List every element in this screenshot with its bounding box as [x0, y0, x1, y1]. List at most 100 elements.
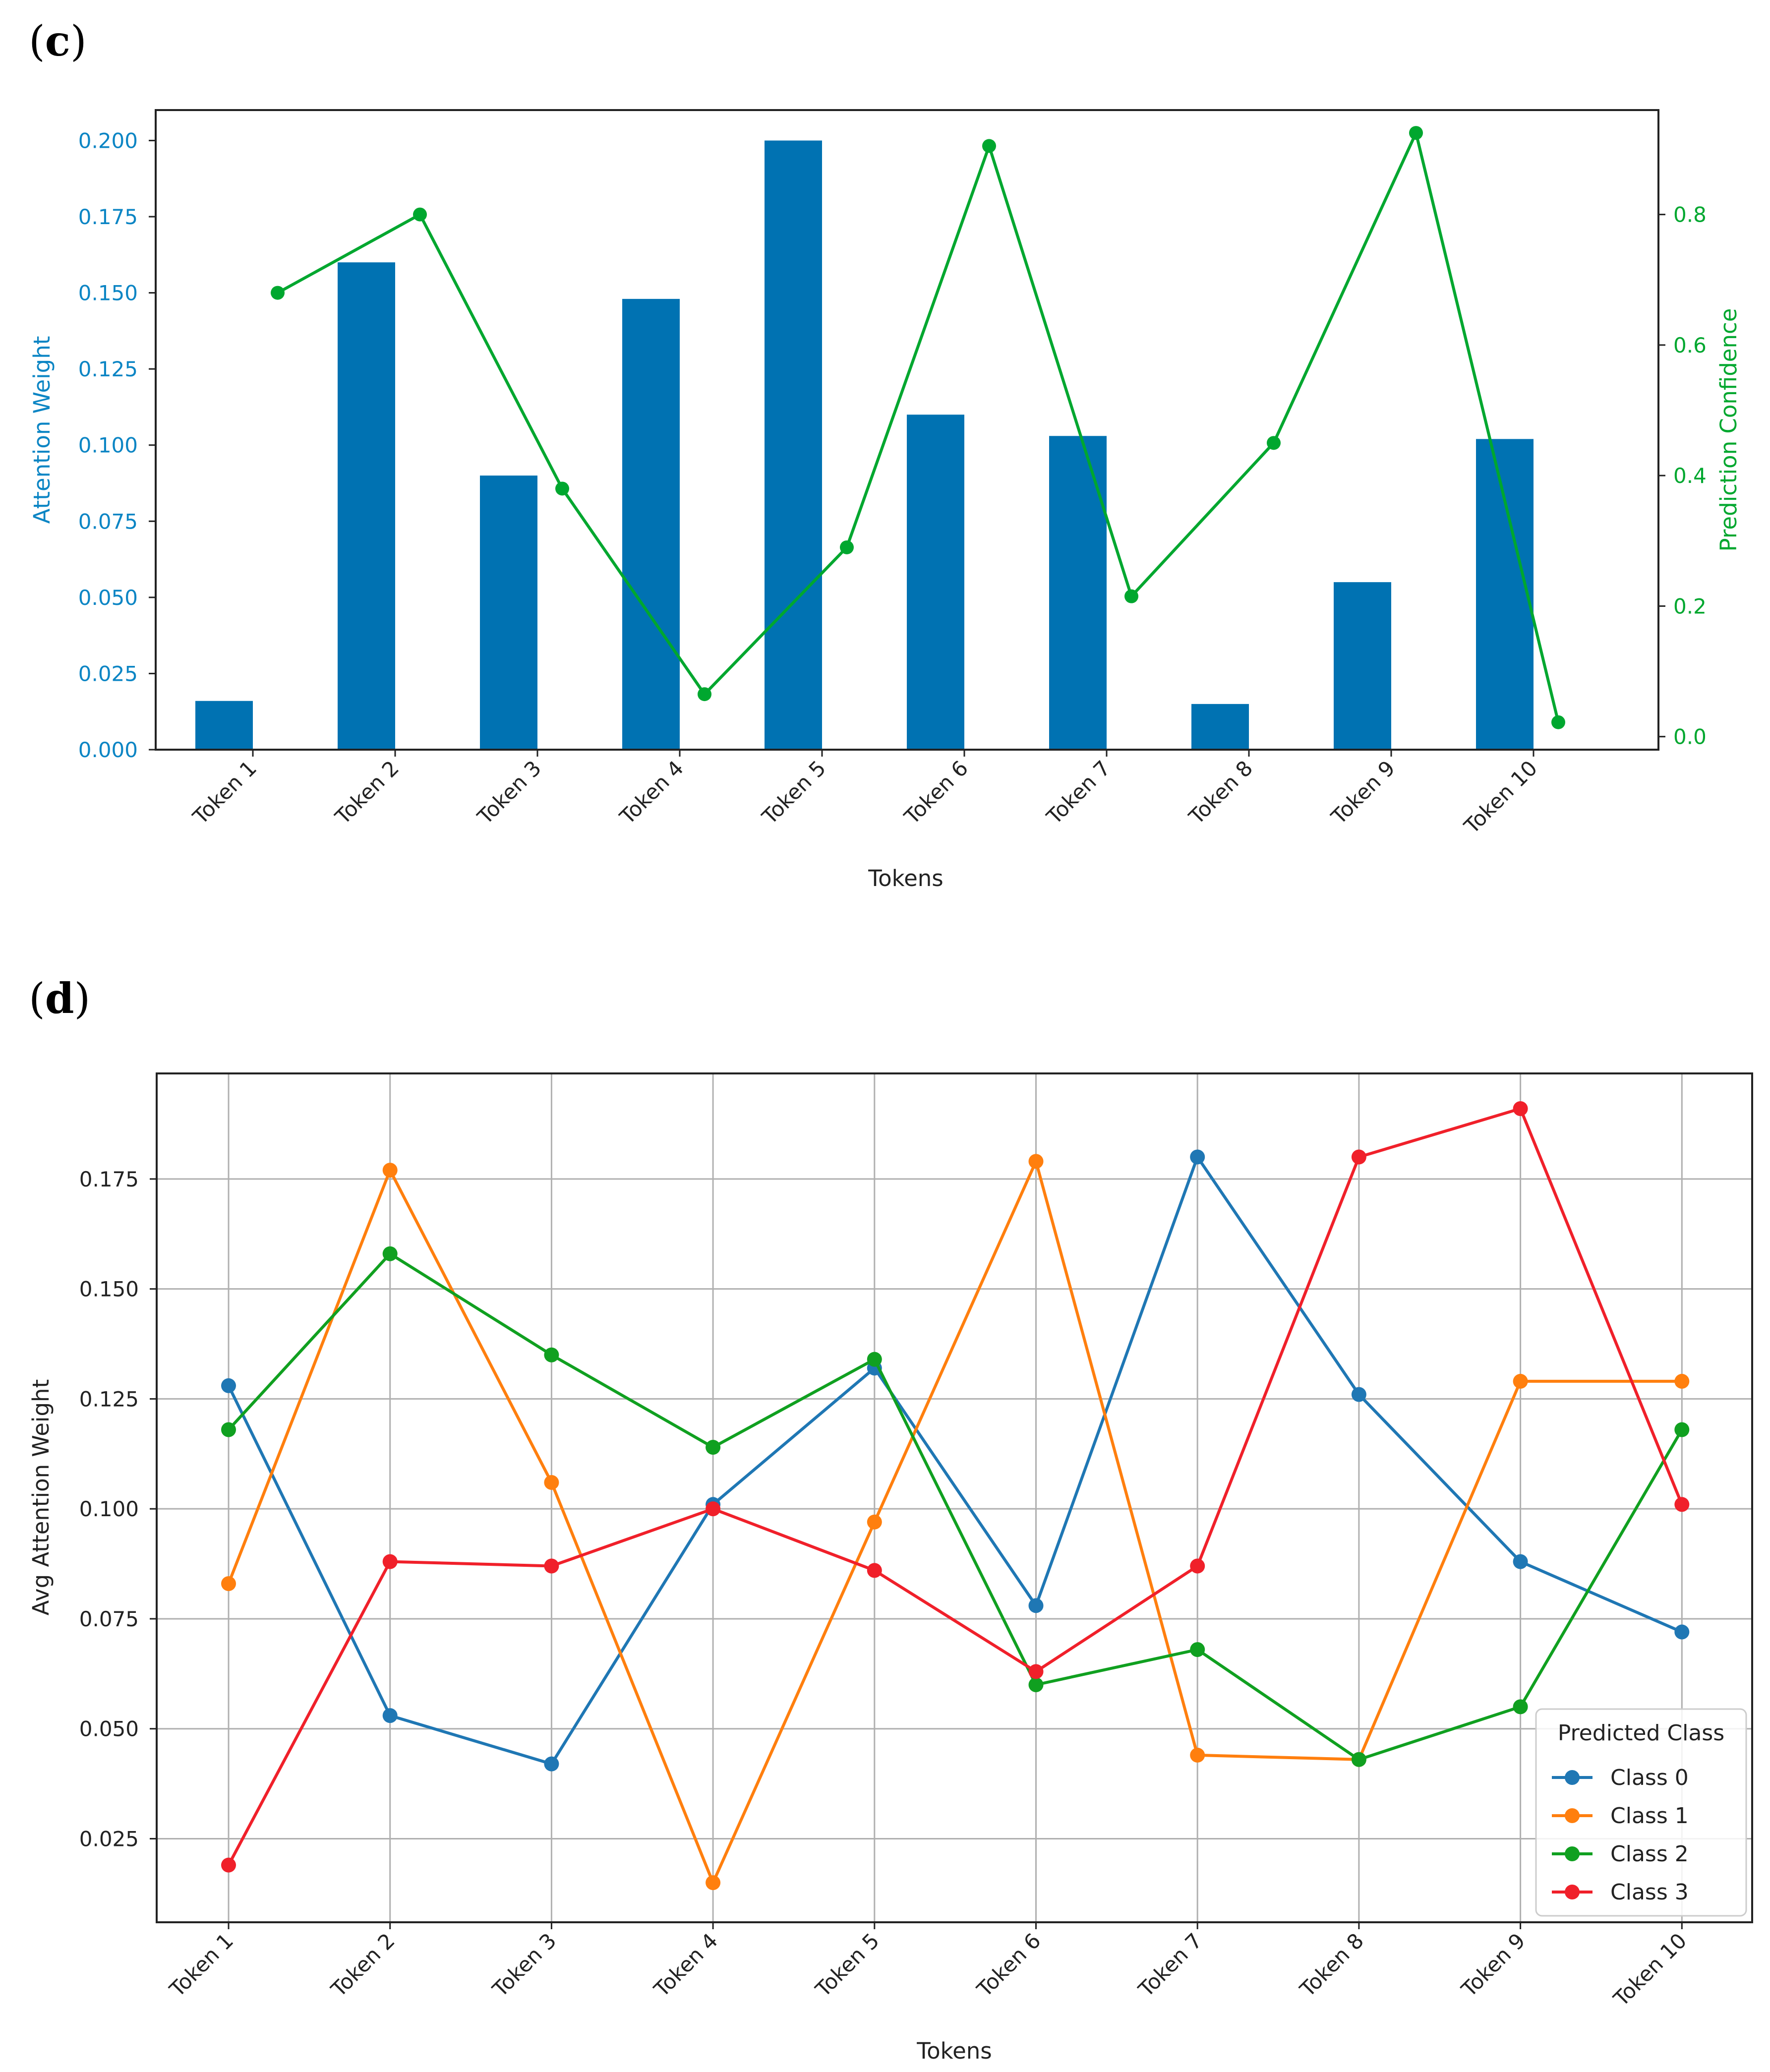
point-class-1-token-7	[1190, 1747, 1205, 1763]
x-tick-label-token-6: Token 6	[899, 756, 973, 829]
panel-c-ylabel-left: Attention Weight	[29, 336, 55, 524]
left-tick-label: 0.200	[78, 128, 138, 153]
legend-swatch-marker	[1565, 1885, 1580, 1899]
y-tick-label: 0.100	[79, 1497, 139, 1521]
x-tick-label-token-10: Token 10	[1608, 1928, 1691, 2011]
confidence-point-token-6	[982, 139, 996, 153]
panel-d-frame	[156, 1072, 1753, 1923]
point-class-3-token-9	[1513, 1101, 1528, 1116]
confidence-point-token-3	[555, 481, 569, 496]
y-tick-label: 0.075	[79, 1607, 139, 1631]
x-tick-label-token-1: Token 1	[188, 756, 261, 829]
left-tick-label: 0.125	[78, 357, 138, 381]
point-class-3-token-2	[382, 1554, 398, 1569]
point-class-2-token-2	[382, 1246, 398, 1261]
right-tick-label: 0.6	[1673, 333, 1707, 357]
panel-c-ylabel-right: Prediction Confidence	[1715, 308, 1742, 552]
right-tick-label: 0.8	[1673, 203, 1707, 227]
point-class-3-token-6	[1028, 1664, 1044, 1679]
legend-item-class-1: Class 1	[1552, 1803, 1689, 1829]
point-class-0-token-7	[1190, 1149, 1205, 1165]
y-tick-label: 0.050	[79, 1717, 139, 1741]
point-class-2-token-9	[1513, 1699, 1528, 1715]
point-class-2-token-7	[1190, 1642, 1205, 1658]
panel-d-label: (d)	[29, 974, 90, 1023]
point-class-1-token-2	[382, 1163, 398, 1178]
left-tick-label: 0.000	[78, 738, 138, 762]
point-class-3-token-8	[1351, 1149, 1366, 1165]
legend-title: Predicted Class	[1558, 1720, 1724, 1746]
legend-item-class-3: Class 3	[1552, 1880, 1689, 1905]
point-class-3-token-7	[1190, 1558, 1205, 1574]
point-class-0-token-2	[382, 1708, 398, 1723]
x-tick-label-token-8: Token 8	[1184, 756, 1257, 829]
x-tick-label-token-5: Token 5	[811, 1928, 884, 2002]
panel-c-bars	[195, 140, 1534, 750]
bar-token-6	[907, 414, 964, 750]
point-class-0-token-8	[1351, 1387, 1366, 1402]
left-tick-label: 0.025	[78, 661, 138, 686]
legend-label: Class 3	[1610, 1880, 1689, 1905]
series-class-0	[221, 1149, 1690, 1772]
bar-token-1	[195, 701, 253, 750]
left-tick-label: 0.050	[78, 586, 138, 610]
panel-c-left-axis-ticks: 0.000 0.025 0.050 0.075 0.100 0.125 0.150 0.175…	[78, 128, 156, 762]
panel-d-series	[221, 1101, 1690, 1891]
point-class-2-token-3	[544, 1347, 559, 1362]
legend-swatch-marker	[1565, 1808, 1580, 1823]
point-class-1-token-4	[706, 1875, 721, 1891]
bar-token-9	[1334, 582, 1391, 750]
y-tick-label: 0.150	[79, 1277, 139, 1302]
bar-token-3	[480, 475, 537, 750]
point-class-0-token-3	[544, 1756, 559, 1772]
x-tick-label-token-2: Token 2	[330, 756, 404, 829]
line-class-1	[227, 1157, 1682, 1887]
panel-d-legend: Predicted Class Class 0 Class 1 Class 2 Cla…	[1535, 1708, 1747, 1917]
point-class-1-token-5	[867, 1514, 882, 1530]
confidence-point-token-7	[1124, 589, 1138, 603]
series-class-2	[221, 1246, 1690, 1767]
panel-d-x-axis-ticks: Token 1 Token 2 Token 3 Token 4 Token 5 Token…	[165, 1922, 1691, 2012]
panel-c-label: (c)	[29, 16, 87, 65]
confidence-point-token-9	[1409, 126, 1423, 140]
x-tick-label-token-9: Token 9	[1456, 1928, 1530, 2002]
point-class-3-token-5	[867, 1563, 882, 1578]
x-tick-label-token-10: Token 10	[1459, 756, 1542, 838]
left-tick-label: 0.100	[78, 433, 138, 458]
left-tick-label: 0.075	[78, 509, 138, 533]
x-tick-label-token-5: Token 5	[757, 756, 830, 829]
panel-c-confidence-line	[271, 126, 1565, 729]
panel-c-frame	[155, 109, 1659, 751]
bar-token-2	[338, 262, 395, 750]
point-class-2-token-1	[221, 1422, 236, 1437]
x-tick-label-token-4: Token 4	[649, 1928, 722, 2002]
bar-token-4	[622, 298, 680, 750]
confidence-point-token-8	[1267, 436, 1281, 450]
point-class-1-token-9	[1513, 1373, 1528, 1389]
right-tick-label: 0.0	[1673, 725, 1707, 749]
point-class-3-token-3	[544, 1558, 559, 1574]
line-class-0	[227, 1153, 1683, 1766]
panel-c: (c) 0.000 0.025 0.050 0.075 0.100 0.125 0.150 0…	[29, 16, 1742, 891]
legend-swatch-marker	[1565, 1846, 1580, 1861]
line-class-3	[227, 1107, 1684, 1866]
panel-d-y-axis-ticks: 0.025 0.050 0.075 0.100 0.125 0.150 0.175	[79, 1167, 157, 1851]
bar-token-7	[1049, 436, 1107, 750]
confidence-point-token-10	[1551, 715, 1565, 729]
confidence-point-token-4	[698, 687, 711, 702]
point-class-0-token-9	[1513, 1554, 1528, 1569]
x-tick-label-token-1: Token 1	[165, 1928, 238, 2002]
panel-c-x-axis-ticks: Token 1 Token 2 Token 3 Token 4 Token 5 Token…	[188, 750, 1542, 839]
point-class-0-token-1	[221, 1378, 236, 1393]
y-tick-label: 0.175	[79, 1167, 139, 1191]
point-class-1-token-6	[1028, 1154, 1044, 1169]
y-tick-label: 0.125	[79, 1387, 139, 1411]
confidence-point-token-2	[413, 207, 427, 222]
x-tick-label-token-3: Token 3	[472, 756, 546, 829]
panel-d-grid	[157, 1073, 1752, 1922]
bar-token-8	[1191, 704, 1249, 750]
left-tick-label: 0.150	[78, 281, 138, 305]
legend-label: Class 1	[1610, 1803, 1689, 1829]
legend-label: Class 0	[1610, 1765, 1689, 1790]
